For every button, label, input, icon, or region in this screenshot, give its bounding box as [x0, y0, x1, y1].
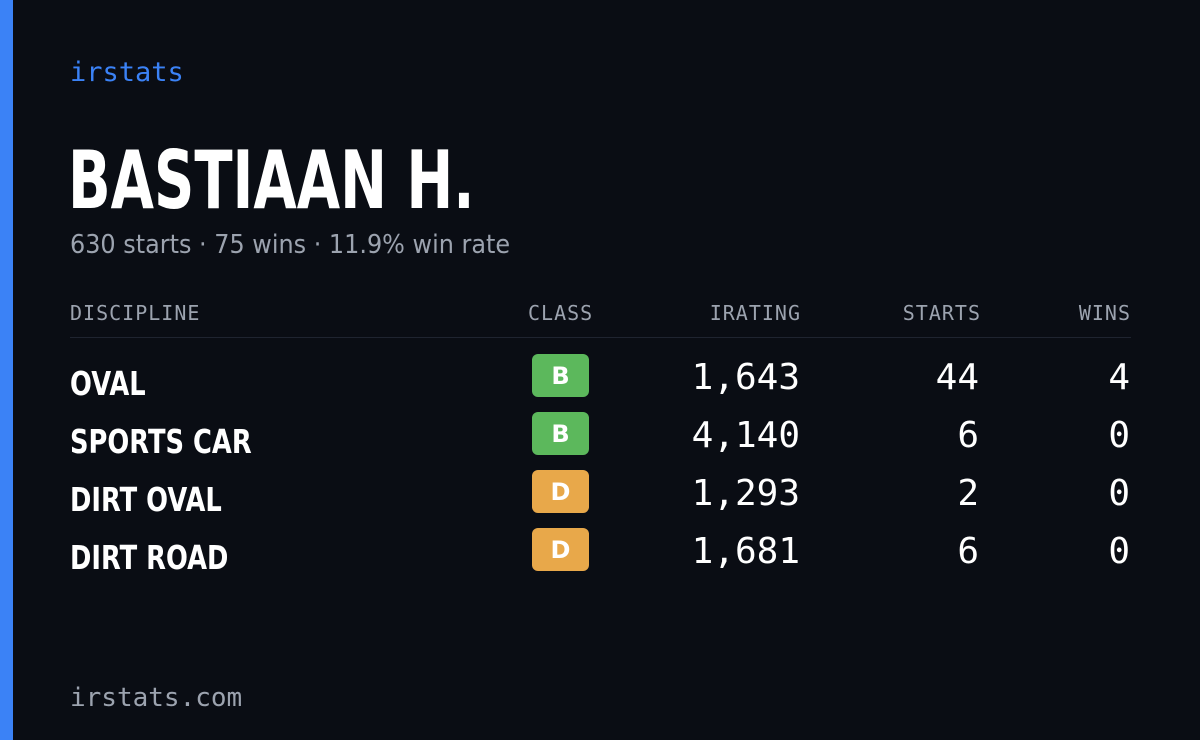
- class-badge: B: [532, 412, 589, 455]
- class-badge: D: [532, 528, 589, 571]
- wins-value: 0: [1108, 415, 1130, 456]
- discipline-name: DIRT ROAD: [70, 538, 229, 577]
- starts-value: 6: [957, 415, 979, 456]
- irating-value: 1,643: [691, 357, 800, 398]
- starts-value: 6: [957, 531, 979, 572]
- table-row: DIRT ROAD D 1,681 6 0: [70, 528, 1131, 586]
- brand-logo: irstats: [70, 57, 184, 88]
- discipline-name: DIRT OVAL: [70, 480, 222, 519]
- class-badge: B: [532, 354, 589, 397]
- driver-name: BASTIAAN H.: [68, 134, 475, 227]
- table-header: DISCIPLINE CLASS IRATING STARTS WINS: [70, 296, 1131, 338]
- irating-value: 1,681: [691, 531, 800, 572]
- wins-value: 0: [1108, 531, 1130, 572]
- header-starts: STARTS: [902, 301, 981, 325]
- header-wins: WINS: [1078, 301, 1131, 325]
- irating-value: 4,140: [691, 415, 800, 456]
- table-body: OVAL B 1,643 44 4 SPORTS CAR B 4,140 6 0…: [70, 354, 1131, 586]
- stats-table: DISCIPLINE CLASS IRATING STARTS WINS OVA…: [70, 296, 1131, 577]
- accent-bar: [0, 0, 13, 740]
- discipline-name: SPORTS CAR: [70, 422, 252, 461]
- header-irating: IRATING: [709, 301, 801, 325]
- wins-value: 0: [1108, 473, 1130, 514]
- starts-value: 44: [935, 357, 979, 398]
- footer-url[interactable]: irstats.com: [70, 683, 243, 713]
- table-row: DIRT OVAL D 1,293 2 0: [70, 470, 1131, 528]
- discipline-name: OVAL: [70, 364, 146, 403]
- header-class: CLASS: [528, 301, 594, 325]
- class-badge: D: [532, 470, 589, 513]
- starts-value: 2: [957, 473, 979, 514]
- irating-value: 1,293: [691, 473, 800, 514]
- table-row: OVAL B 1,643 44 4: [70, 354, 1131, 412]
- driver-summary: 630 starts · 75 wins · 11.9% win rate: [70, 230, 511, 260]
- table-row: SPORTS CAR B 4,140 6 0: [70, 412, 1131, 470]
- wins-value: 4: [1108, 357, 1130, 398]
- header-discipline: DISCIPLINE: [70, 301, 201, 325]
